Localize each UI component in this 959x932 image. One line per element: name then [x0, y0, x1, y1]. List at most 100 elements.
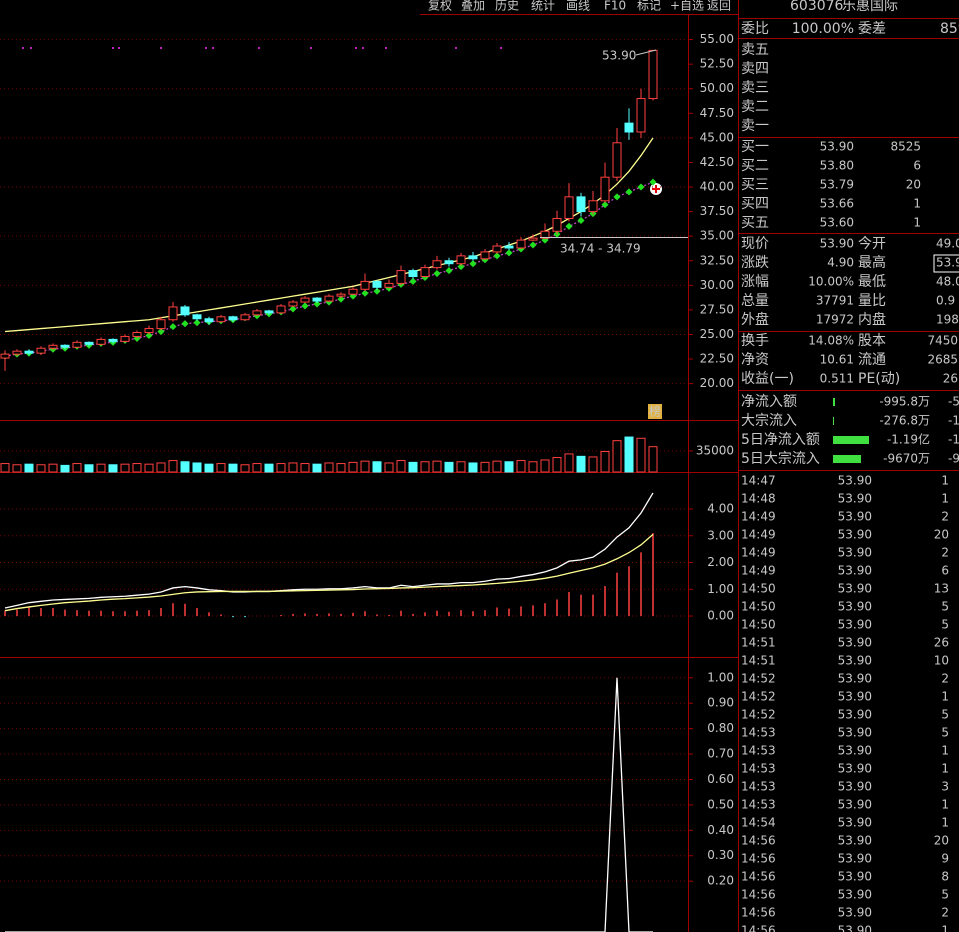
toolbar-button[interactable]: 历史: [495, 0, 519, 13]
tick-time: 14:49: [741, 546, 776, 560]
ma-fast-dot: [301, 302, 309, 310]
tick-price: 53.90: [838, 744, 872, 758]
tick-time: 14:53: [741, 762, 776, 776]
candle-body: [132, 332, 142, 337]
high-box: [933, 254, 959, 273]
tick-volume: 1: [941, 924, 949, 932]
volume-bar: [372, 461, 382, 473]
y-tick-label: 37.50: [700, 204, 734, 218]
buy-price: 53.66: [820, 197, 854, 211]
ma-fast-dot: [169, 323, 177, 331]
quote-label: 总量: [741, 293, 769, 309]
y-tick-label: 1.00: [707, 670, 734, 684]
volume-bar: [156, 462, 166, 473]
candle-body: [288, 301, 298, 307]
tick-time: 14:56: [741, 870, 776, 884]
tick-volume: 2: [941, 546, 949, 560]
ma-fast-dot: [505, 249, 513, 257]
tick-volume: 2: [941, 906, 949, 920]
tick-volume: 5: [941, 600, 949, 614]
ma-fast-dot: [337, 295, 345, 303]
y-tick-label: 55.00: [700, 32, 734, 46]
candle-body: [276, 305, 286, 314]
tick-price: 53.90: [838, 528, 872, 542]
sell-label: 卖一: [741, 118, 769, 134]
buy-price: 53.80: [820, 159, 854, 173]
label: 委比: [741, 21, 769, 37]
ma-fast-dot: [409, 277, 417, 285]
annotation-line: [635, 49, 657, 56]
tick-time: 14:49: [741, 528, 776, 542]
dea-line: [4, 533, 654, 612]
toolbar-button[interactable]: F10: [604, 0, 626, 13]
volume-bar: [0, 463, 10, 473]
buy-price: 53.90: [820, 140, 854, 154]
tick-time: 14:50: [741, 582, 776, 596]
flow-label: 大宗流入: [741, 413, 797, 429]
buy-volume: 1: [913, 216, 921, 230]
tick-price: 53.90: [838, 618, 872, 632]
marker-dots: [22, 47, 502, 49]
volume-bar: [336, 463, 346, 473]
ma-fast-dot: [193, 319, 201, 327]
y-tick-label: 20.00: [700, 376, 734, 390]
tick-volume: 10: [934, 654, 949, 668]
y-tick-label: 4.00: [707, 501, 734, 515]
tick-volume: 13: [934, 582, 949, 596]
ma-fast-dot: [577, 216, 585, 224]
volume-bar: [264, 463, 274, 473]
tick-time: 14:48: [741, 492, 776, 506]
y-tick-label: 52.50: [700, 57, 734, 71]
info-label: 股本: [858, 333, 886, 349]
quote-value: 53.90: [820, 237, 854, 251]
tick-price: 53.90: [838, 708, 872, 722]
volume-bar: [432, 460, 442, 473]
toolbar-button[interactable]: 标记: [637, 0, 661, 13]
toolbar-button[interactable]: 返回: [707, 0, 731, 13]
tick-price: 53.90: [838, 780, 872, 794]
buy-label: 买五: [741, 215, 769, 231]
candle-body: [564, 196, 574, 219]
candle-body: [12, 350, 22, 355]
tick-price: 53.90: [838, 546, 872, 560]
y-tick-label: 35.00: [700, 229, 734, 243]
toolbar-button[interactable]: 统计: [531, 0, 555, 13]
volume-bar: [36, 464, 46, 473]
toolbar-button[interactable]: 复权: [428, 0, 452, 13]
volume-bar: [24, 463, 34, 473]
candle-body: [360, 280, 370, 290]
ma-fast-dot: [181, 320, 189, 328]
volume-bar: [612, 440, 622, 473]
y-tick-label: 0.50: [707, 797, 734, 811]
ma-fast-dot: [157, 327, 165, 336]
candle-body: [48, 344, 58, 349]
tick-price: 53.90: [838, 924, 872, 932]
toolbar-button[interactable]: 叠加: [461, 0, 485, 13]
quote-value: 17972: [816, 313, 854, 327]
volume-bar: [216, 463, 226, 473]
tick-price: 53.90: [838, 798, 872, 812]
volume-bar: [60, 464, 70, 473]
volume-bar: [600, 451, 610, 473]
value: 859: [940, 21, 959, 37]
stock-code: 603076: [790, 0, 844, 14]
toolbar-button[interactable]: 画线: [566, 0, 590, 13]
info-label: 净资: [741, 352, 769, 368]
candle-body: [300, 297, 310, 303]
tick-volume: 26: [934, 636, 949, 650]
tick-time: 14:51: [741, 636, 776, 650]
quote-value: 48.0: [936, 275, 959, 289]
candle-body: [372, 280, 382, 288]
tick-volume: 6: [941, 564, 949, 578]
level-annotation: 34.74 - 34.79: [560, 242, 641, 256]
candle-body: [468, 255, 478, 260]
toolbar-button[interactable]: +自选: [670, 0, 704, 13]
candle-body: [408, 270, 418, 277]
volume-bar: [192, 462, 202, 473]
flow-value: -9670万: [883, 452, 930, 466]
volume-bar: [276, 463, 286, 473]
ma-fast-dot: [433, 269, 441, 278]
info-label: PE(动): [858, 371, 900, 387]
volume-bar: [624, 436, 634, 473]
tick-time: 14:56: [741, 834, 776, 848]
